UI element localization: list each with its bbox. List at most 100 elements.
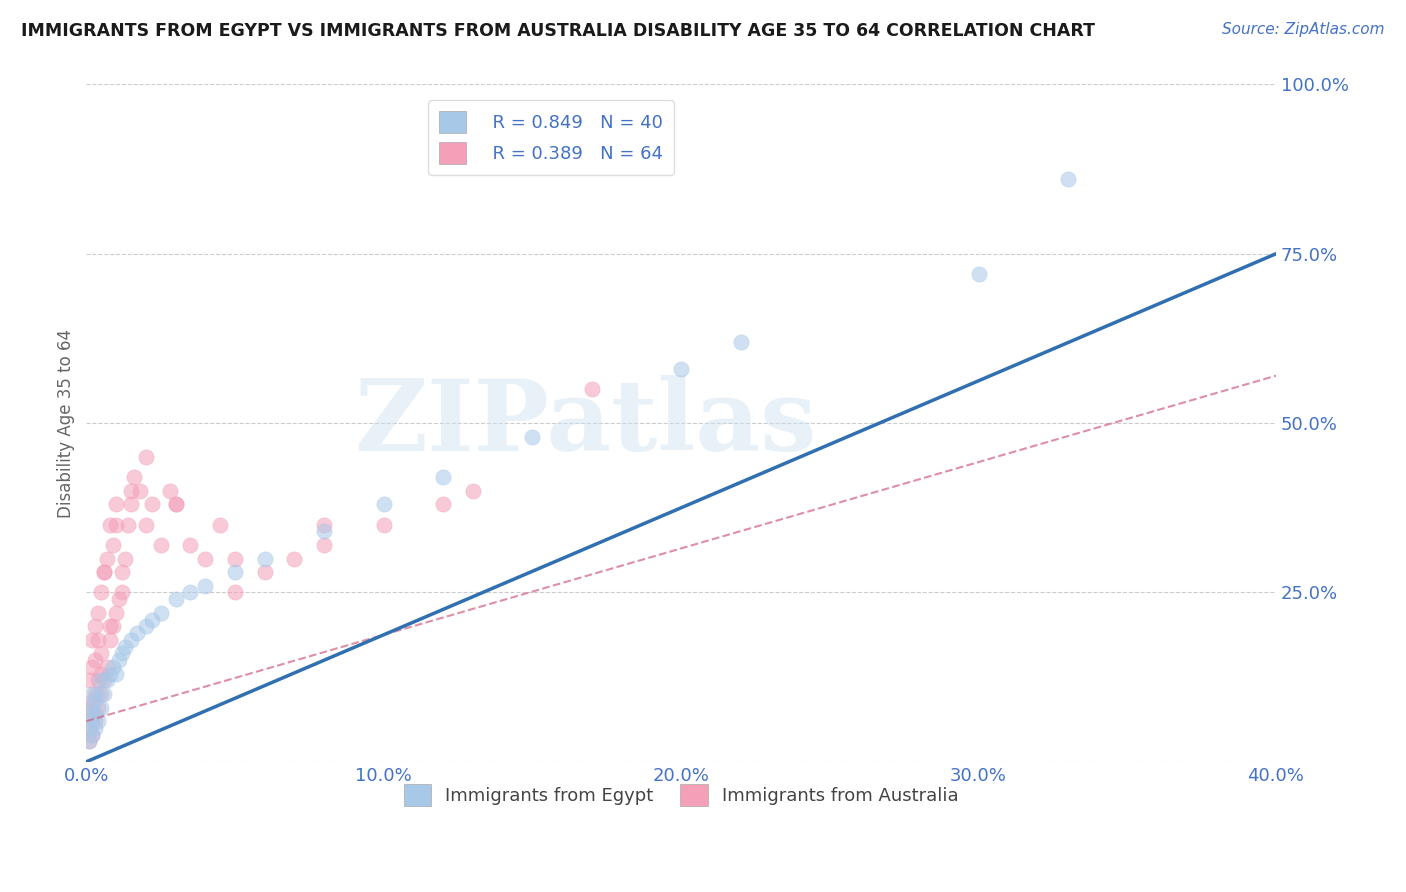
Point — [522, 430, 544, 444]
Point — [77, 721, 100, 735]
Point — [461, 483, 484, 498]
Point — [101, 538, 124, 552]
Point — [96, 673, 118, 688]
Point — [117, 517, 139, 532]
Point — [77, 721, 100, 735]
Point — [98, 666, 121, 681]
Point — [82, 728, 104, 742]
Point — [253, 551, 276, 566]
Point — [125, 626, 148, 640]
Point — [82, 694, 104, 708]
Point — [581, 382, 603, 396]
Point — [120, 497, 142, 511]
Point — [105, 517, 128, 532]
Point — [373, 517, 395, 532]
Point — [159, 483, 181, 498]
Point — [194, 551, 217, 566]
Point — [209, 517, 232, 532]
Point — [96, 551, 118, 566]
Point — [90, 666, 112, 681]
Point — [149, 606, 172, 620]
Point — [82, 714, 104, 728]
Point — [224, 585, 246, 599]
Point — [135, 619, 157, 633]
Point — [135, 517, 157, 532]
Point — [149, 538, 172, 552]
Point — [224, 551, 246, 566]
Point — [114, 551, 136, 566]
Point — [101, 660, 124, 674]
Point — [120, 632, 142, 647]
Point — [87, 632, 110, 647]
Point — [669, 362, 692, 376]
Point — [84, 694, 107, 708]
Point — [82, 707, 104, 722]
Point — [111, 647, 134, 661]
Point — [135, 450, 157, 464]
Point — [283, 551, 305, 566]
Point — [730, 334, 752, 349]
Point — [111, 585, 134, 599]
Point — [179, 538, 201, 552]
Point — [165, 497, 187, 511]
Point — [141, 497, 163, 511]
Point — [84, 721, 107, 735]
Point — [105, 606, 128, 620]
Point — [93, 565, 115, 579]
Point — [105, 497, 128, 511]
Point — [87, 606, 110, 620]
Point — [122, 470, 145, 484]
Point — [90, 687, 112, 701]
Point — [314, 524, 336, 539]
Point — [77, 673, 100, 688]
Point — [90, 700, 112, 714]
Point — [84, 707, 107, 722]
Point — [98, 619, 121, 633]
Point — [90, 647, 112, 661]
Point — [165, 497, 187, 511]
Point — [93, 687, 115, 701]
Point — [128, 483, 150, 498]
Text: Source: ZipAtlas.com: Source: ZipAtlas.com — [1222, 22, 1385, 37]
Y-axis label: Disability Age 35 to 64: Disability Age 35 to 64 — [58, 328, 75, 517]
Point — [84, 653, 107, 667]
Point — [373, 497, 395, 511]
Point — [314, 538, 336, 552]
Point — [77, 734, 100, 748]
Point — [432, 497, 454, 511]
Point — [82, 728, 104, 742]
Point — [77, 734, 100, 748]
Point — [87, 687, 110, 701]
Point — [98, 517, 121, 532]
Point — [967, 267, 990, 281]
Point — [432, 470, 454, 484]
Point — [87, 714, 110, 728]
Point — [114, 640, 136, 654]
Point — [1056, 172, 1078, 186]
Point — [84, 619, 107, 633]
Point — [96, 660, 118, 674]
Legend: Immigrants from Egypt, Immigrants from Australia: Immigrants from Egypt, Immigrants from A… — [396, 777, 966, 814]
Point — [120, 483, 142, 498]
Point — [77, 700, 100, 714]
Point — [90, 673, 112, 688]
Point — [111, 565, 134, 579]
Point — [314, 517, 336, 532]
Point — [108, 653, 131, 667]
Point — [87, 700, 110, 714]
Point — [179, 585, 201, 599]
Point — [105, 666, 128, 681]
Point — [93, 565, 115, 579]
Text: IMMIGRANTS FROM EGYPT VS IMMIGRANTS FROM AUSTRALIA DISABILITY AGE 35 TO 64 CORRE: IMMIGRANTS FROM EGYPT VS IMMIGRANTS FROM… — [21, 22, 1095, 40]
Point — [165, 592, 187, 607]
Point — [84, 707, 107, 722]
Point — [108, 592, 131, 607]
Point — [77, 707, 100, 722]
Point — [82, 700, 104, 714]
Point — [84, 687, 107, 701]
Point — [253, 565, 276, 579]
Point — [82, 660, 104, 674]
Point — [90, 585, 112, 599]
Point — [194, 579, 217, 593]
Text: ZIPatlas: ZIPatlas — [354, 375, 817, 472]
